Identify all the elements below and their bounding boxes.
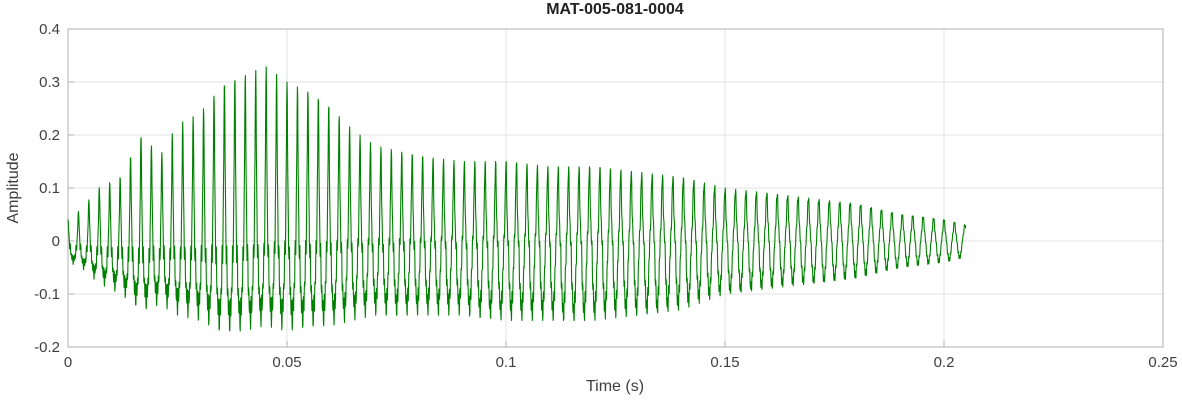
chart-title: MAT-005-081-0004	[546, 1, 684, 18]
y-tick-label: 0	[52, 233, 60, 250]
y-tick-label: 0.4	[39, 21, 60, 38]
x-tick-label: 0.15	[710, 354, 739, 371]
y-tick-label: 0.2	[39, 127, 60, 144]
x-tick-label: 0	[64, 354, 72, 371]
y-tick-label: -0.1	[34, 286, 60, 303]
y-tick-label: -0.2	[34, 339, 60, 356]
y-tick-label: 0.3	[39, 74, 60, 91]
x-tick-label: 0.25	[1148, 354, 1177, 371]
x-tick-label: 0.1	[496, 354, 517, 371]
waveform-line	[67, 66, 967, 332]
y-axis-label: Amplitude	[5, 152, 22, 224]
x-tick-label: 0.05	[272, 354, 301, 371]
x-tick-label: 0.2	[934, 354, 955, 371]
x-axis-label: Time (s)	[585, 378, 645, 395]
y-tick-label: 0.1	[39, 180, 60, 197]
